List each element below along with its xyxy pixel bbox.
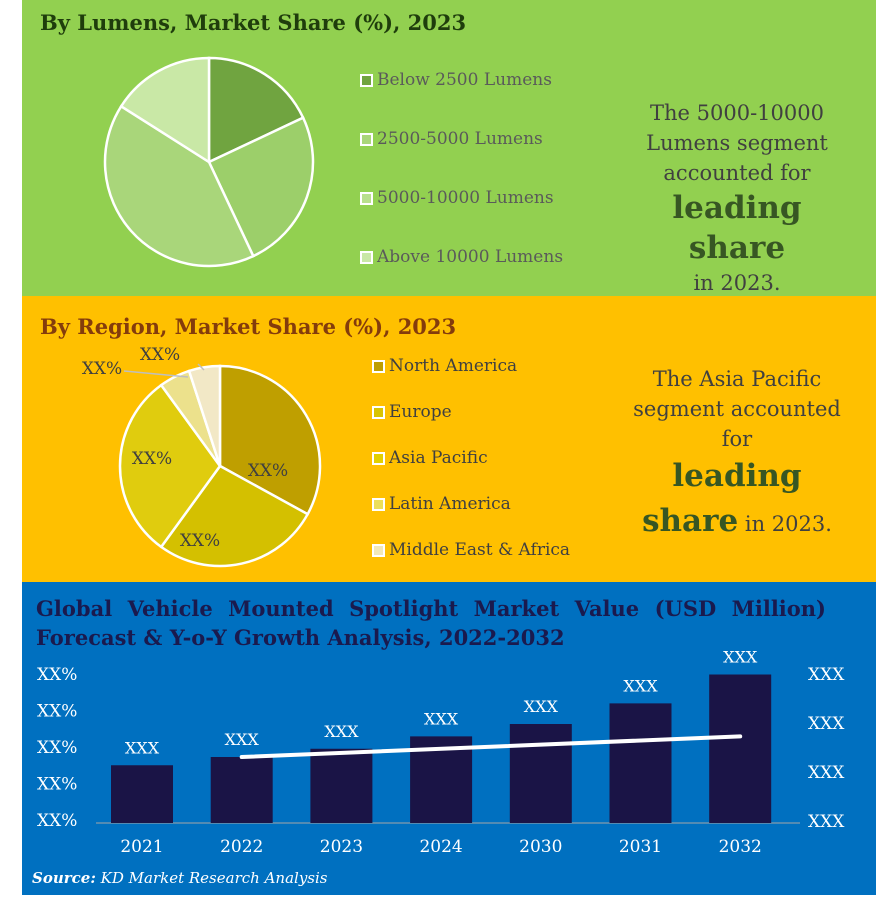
x-tick-label: 2021 bbox=[120, 837, 163, 857]
lumens-legend-item: Above 10000 Lumens bbox=[360, 247, 563, 267]
bar bbox=[210, 757, 273, 823]
pie-slice bbox=[103, 104, 255, 268]
y-right-tick-label: XXX bbox=[808, 812, 845, 832]
legend-swatch bbox=[360, 191, 373, 205]
lumens-legend-item: 2500-5000 Lumens bbox=[360, 129, 543, 149]
pie-slice bbox=[187, 364, 222, 467]
source-label: Source: bbox=[32, 869, 96, 887]
region-legend-item: Asia Pacific bbox=[372, 448, 488, 468]
pie-slice bbox=[207, 56, 305, 164]
bar-data-label: XXX bbox=[225, 730, 260, 749]
region-callout: The Asia Pacific segment accounted for l… bbox=[622, 364, 852, 544]
bar bbox=[609, 703, 672, 823]
region-chart-title: By Region, Market Share (%), 2023 bbox=[40, 314, 457, 339]
bar bbox=[509, 724, 572, 823]
region-legend-item: North America bbox=[372, 356, 517, 376]
legend-label: North America bbox=[389, 356, 518, 376]
pie-slice bbox=[207, 116, 315, 258]
pie-data-label: XX% bbox=[248, 461, 288, 481]
legend-label: Europe bbox=[389, 402, 452, 422]
bar bbox=[709, 674, 772, 823]
legend-swatch bbox=[360, 250, 373, 264]
x-tick-label: 2024 bbox=[419, 837, 462, 857]
forecast-chart-title: Global Vehicle Mounted Spotlight Market … bbox=[36, 596, 826, 650]
callout-text: in 2023. bbox=[744, 512, 832, 536]
y-left-tick-label: XX% bbox=[37, 775, 77, 795]
legend-swatch bbox=[360, 73, 373, 87]
region-panel: By Region, Market Share (%), 2023 XX% XX%… bbox=[22, 296, 876, 582]
legend-label: 2500-5000 Lumens bbox=[377, 129, 543, 149]
pie-slice bbox=[118, 383, 222, 549]
growth-line bbox=[239, 734, 743, 759]
legend-label: Latin America bbox=[389, 494, 511, 514]
bar bbox=[310, 748, 373, 823]
pie-data-label: XX% bbox=[82, 359, 122, 379]
pie-slice bbox=[159, 464, 310, 568]
x-tick-label: 2023 bbox=[320, 837, 363, 857]
callout-emphasis: leading bbox=[672, 458, 802, 494]
forecast-bar-chart: XXX 2021 XXX 2022 XXX 2023 XXX 2024 XXX 2030 XXX 20… bbox=[37, 648, 845, 858]
legend-label: Asia Pacific bbox=[389, 448, 488, 468]
legend-label: Middle East & Africa bbox=[389, 540, 571, 560]
y-left-tick-label: XX% bbox=[37, 811, 77, 831]
legend-swatch bbox=[372, 497, 385, 511]
legend-label: 5000-10000 Lumens bbox=[377, 188, 554, 208]
bar-data-label: XXX bbox=[723, 648, 758, 667]
y-left-tick-label: XX% bbox=[37, 665, 77, 685]
region-legend-item: Middle East & Africa bbox=[372, 540, 570, 560]
legend-label: Below 2500 Lumens bbox=[377, 70, 552, 90]
lumens-panel: By Lumens, Market Share (%), 2023 Below … bbox=[22, 0, 876, 296]
bar-data-label: XXX bbox=[524, 697, 559, 716]
pie-data-label: XX% bbox=[140, 345, 180, 365]
y-right-tick-label: XXX bbox=[808, 763, 845, 783]
region-legend-item: Europe bbox=[372, 402, 452, 422]
lumens-legend-item: Below 2500 Lumens bbox=[360, 70, 552, 90]
y-right-tick-label: XXX bbox=[808, 665, 845, 685]
bar-data-label: XXX bbox=[125, 738, 160, 757]
lumens-callout: The 5000-10000 Lumens segment accounted … bbox=[622, 98, 852, 298]
callout-text: The Asia Pacific segment accounted for bbox=[633, 367, 841, 451]
callout-line: share in 2023. bbox=[622, 501, 852, 544]
callout-emphasis: share bbox=[642, 503, 739, 539]
source-note: Source: KD Market Research Analysis bbox=[32, 869, 327, 887]
callout-text: in 2023. bbox=[693, 271, 781, 295]
legend-swatch bbox=[372, 405, 385, 419]
leader-line bbox=[197, 363, 205, 371]
x-tick-label: 2022 bbox=[220, 837, 263, 857]
legend-swatch bbox=[372, 543, 385, 557]
bar-data-label: XXX bbox=[324, 722, 359, 741]
lumens-legend-item: 5000-10000 Lumens bbox=[360, 188, 554, 208]
pie-slice bbox=[119, 56, 211, 165]
lumens-chart-title: By Lumens, Market Share (%), 2023 bbox=[40, 10, 467, 35]
region-legend-item: Latin America bbox=[372, 494, 511, 514]
legend-swatch bbox=[372, 359, 385, 373]
legend-swatch bbox=[372, 451, 385, 465]
legend-swatch bbox=[360, 132, 373, 146]
y-left-tick-label: XX% bbox=[37, 738, 77, 758]
pie-slice bbox=[218, 364, 322, 516]
pie-data-label: XX% bbox=[180, 531, 220, 551]
bar-data-label: XXX bbox=[623, 676, 658, 695]
lumens-pie-chart bbox=[103, 56, 315, 268]
callout-line: leading bbox=[622, 454, 852, 501]
callout-emphasis: leading share bbox=[672, 190, 802, 266]
y-left-tick-label: XX% bbox=[37, 702, 77, 722]
x-tick-label: 2031 bbox=[619, 837, 662, 857]
legend-label: Above 10000 Lumens bbox=[377, 247, 564, 267]
bar bbox=[111, 765, 173, 823]
y-right-tick-label: XXX bbox=[808, 714, 845, 734]
callout-text: The 5000-10000 Lumens segment accounted … bbox=[646, 101, 828, 185]
forecast-panel: XXX 2021 XXX 2022 XXX 2023 XXX 2024 XXX 2030 XXX 20… bbox=[22, 582, 876, 895]
pie-data-label: XX% bbox=[132, 449, 172, 469]
x-tick-label: 2030 bbox=[519, 837, 562, 857]
source-text: KD Market Research Analysis bbox=[100, 869, 328, 887]
leader-line bbox=[123, 370, 189, 378]
region-pie-chart: XX% XX% XX% XX% XX% bbox=[82, 345, 322, 568]
x-tick-label: 2032 bbox=[719, 837, 762, 857]
bar-data-label: XXX bbox=[424, 709, 459, 728]
